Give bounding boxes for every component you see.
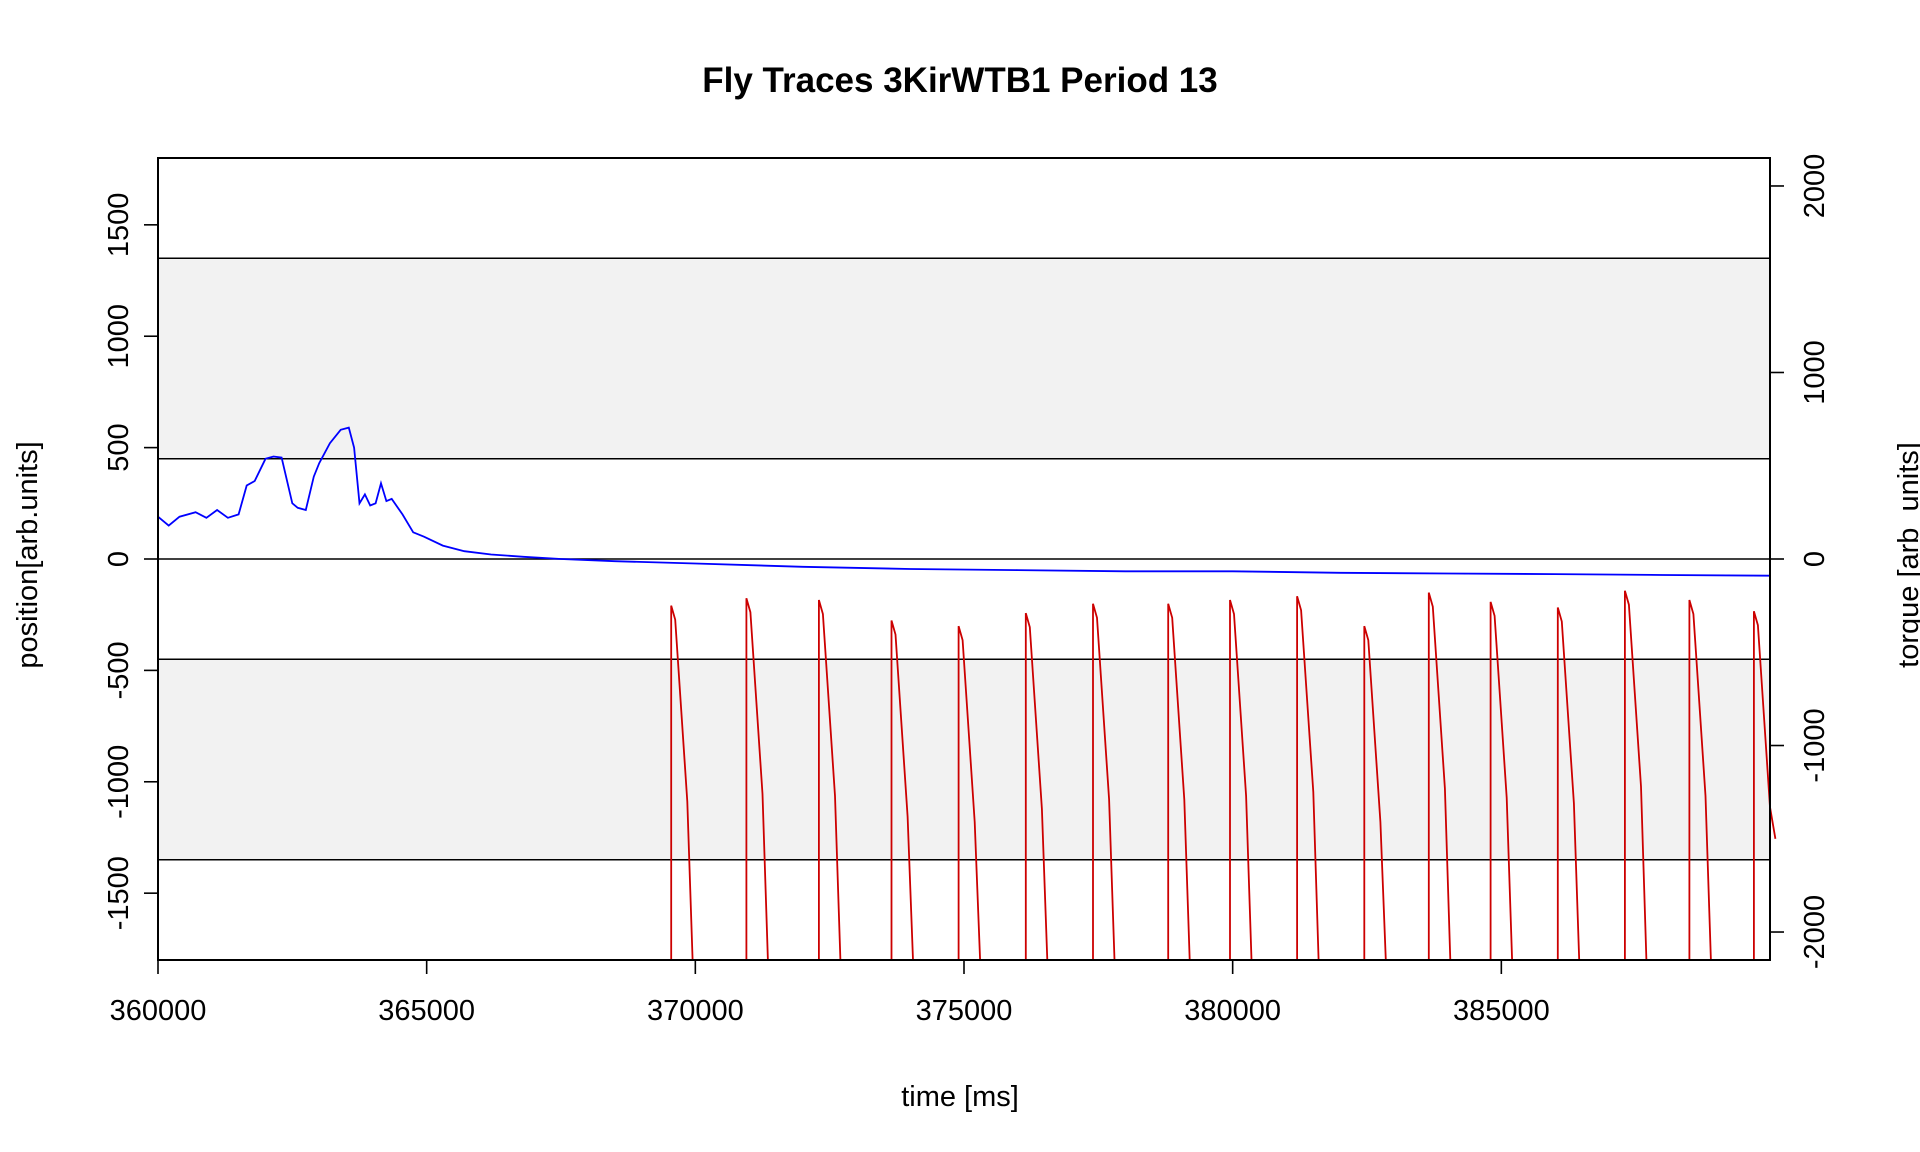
torque-pulse-9 [1296, 596, 1320, 961]
torque-pulse-12 [1489, 601, 1513, 961]
y-right-tick-label-2: 0 [1799, 551, 1831, 567]
x-tick-label-1: 365000 [378, 995, 475, 1027]
torque-pulse-3 [890, 620, 914, 961]
x-tick-label-5: 385000 [1453, 995, 1550, 1027]
y-left-tick-label-1: -1000 [103, 745, 135, 819]
torque-pulse-1 [745, 597, 769, 961]
x-axis: 360000 365000 370000 375000 380000 385000 [110, 959, 1550, 1027]
x-axis-label: time [ms] [901, 1081, 1019, 1113]
reference-lines [158, 257, 1770, 861]
x-tick-label-2: 370000 [647, 995, 744, 1027]
y-axis-left: -1500 -1000 -500 0 500 1000 1500 [103, 193, 158, 930]
torque-pulse-14 [1624, 590, 1648, 961]
shaded-band-1 [158, 659, 1770, 860]
chart-title: Fly Traces 3KirWTB1 Period 13 [702, 61, 1217, 100]
torque-pulse-16 [1753, 610, 1777, 960]
y-left-tick-label-4: 500 [103, 423, 135, 471]
torque-pulse-11 [1427, 592, 1452, 961]
x-tick-label-3: 375000 [916, 995, 1013, 1027]
y-axis-right-label: torque [arb_units] [1893, 442, 1920, 668]
shaded-band-0 [158, 258, 1770, 459]
y-left-tick-label-3: 0 [103, 551, 135, 567]
torque-pulse-15 [1688, 599, 1712, 961]
series-torque [670, 590, 1777, 961]
torque-pulse-4 [957, 625, 981, 961]
series-position-line [157, 426, 1771, 577]
torque-pulse-10 [1363, 625, 1387, 961]
y-right-tick-label-0: -2000 [1799, 895, 1831, 969]
y-left-tick-label-2: -500 [103, 641, 135, 699]
y-right-tick-label-1: -1000 [1799, 708, 1831, 782]
shaded-bands [158, 258, 1770, 860]
y-axis-left-label: position[arb.units] [12, 441, 44, 668]
series-layer [157, 426, 1777, 961]
x-tick-label-4: 380000 [1184, 995, 1281, 1027]
torque-pulse-2 [818, 599, 842, 961]
torque-pulse-8 [1229, 599, 1253, 961]
torque-pulse-13 [1556, 607, 1581, 961]
torque-pulse-5 [1024, 612, 1049, 961]
y-left-tick-label-6: 1500 [103, 193, 135, 258]
y-axis-right: -2000 -1000 0 1000 2000 [1770, 154, 1831, 969]
y-right-tick-label-3: 1000 [1799, 340, 1831, 405]
torque-pulse-0 [670, 605, 694, 961]
x-tick-label-0: 360000 [110, 995, 207, 1027]
torque-pulse-7 [1167, 603, 1191, 961]
y-right-tick-label-4: 2000 [1799, 154, 1831, 219]
y-left-tick-label-5: 1000 [103, 304, 135, 369]
y-left-tick-label-0: -1500 [103, 856, 135, 930]
torque-pulse-6 [1092, 603, 1116, 961]
